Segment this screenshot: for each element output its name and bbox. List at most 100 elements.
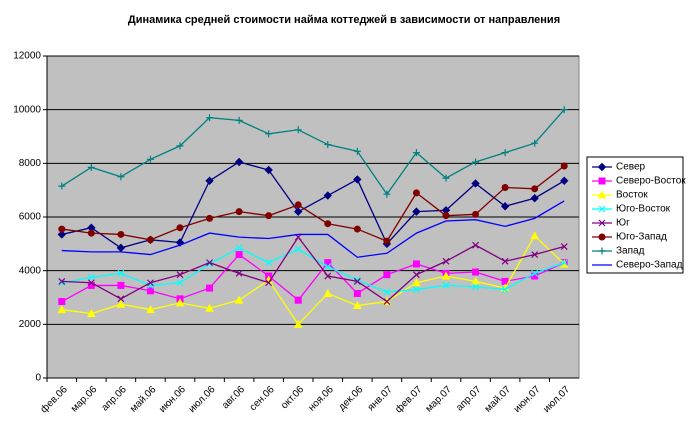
data-point	[57, 230, 66, 239]
legend-marker	[597, 162, 607, 172]
data-point	[324, 272, 332, 280]
data-point	[176, 271, 184, 279]
legend-label: Северо-Восток	[616, 176, 686, 187]
legend	[586, 156, 684, 274]
series-line	[61, 247, 565, 293]
data-point	[413, 286, 420, 293]
legend-marker	[598, 219, 606, 227]
legend-marker	[598, 233, 606, 241]
data-point	[501, 149, 509, 157]
data-point	[235, 244, 243, 252]
x-tick-label: апр.07	[454, 384, 484, 414]
data-point	[294, 296, 302, 304]
legend-marker	[597, 190, 607, 199]
data-point	[324, 263, 332, 271]
data-point	[531, 251, 539, 258]
data-point	[501, 183, 509, 191]
data-point	[58, 182, 66, 190]
legend-label: Юго-Восток	[616, 204, 671, 215]
data-point	[294, 201, 302, 209]
data-point	[383, 298, 391, 305]
x-tick-label: июн.07	[512, 384, 543, 415]
x-tick-label: мар.07	[424, 384, 455, 415]
data-point	[57, 305, 67, 314]
data-point	[353, 175, 362, 184]
data-point	[234, 157, 244, 167]
legend-label: Юго-Запад	[616, 232, 667, 243]
data-point	[560, 162, 568, 170]
data-point	[86, 309, 96, 318]
data-point	[146, 305, 155, 314]
data-point	[117, 295, 125, 303]
data-point	[413, 271, 420, 279]
data-point	[383, 271, 391, 279]
data-point	[412, 189, 420, 197]
data-point	[531, 269, 539, 277]
data-point	[117, 281, 125, 289]
data-point	[501, 286, 509, 293]
x-tick-label: авг.06	[220, 384, 247, 411]
legend-label: Восток	[616, 190, 648, 201]
series-line	[61, 235, 565, 303]
data-point	[235, 251, 243, 259]
legend-marker	[598, 177, 606, 185]
data-point	[146, 236, 154, 244]
data-point	[471, 276, 480, 285]
data-point	[560, 243, 568, 250]
data-point	[412, 149, 420, 157]
x-tick-label: июн.06	[157, 384, 188, 415]
data-point	[176, 142, 184, 150]
data-point	[205, 303, 214, 312]
series-line	[61, 200, 565, 258]
data-point	[205, 176, 214, 185]
data-point	[500, 202, 510, 211]
data-point	[441, 271, 451, 280]
series-line	[61, 165, 565, 242]
data-point	[383, 190, 391, 198]
legend-marker	[598, 205, 606, 213]
x-tick-label: фев.07	[393, 383, 425, 415]
data-point	[235, 269, 243, 277]
data-point	[206, 284, 214, 292]
legend-label: Север	[616, 162, 646, 173]
data-point	[442, 257, 450, 265]
data-point	[206, 260, 213, 268]
data-point	[58, 277, 66, 285]
data-point	[58, 279, 66, 287]
data-point	[323, 191, 332, 200]
x-tick-label: сен.06	[248, 384, 277, 413]
data-point	[146, 287, 154, 295]
data-point	[264, 165, 273, 175]
data-point	[353, 147, 361, 155]
data-point	[353, 225, 361, 233]
data-point	[442, 282, 450, 289]
x-tick-label: апр.06	[100, 384, 130, 414]
x-tick-label: май.07	[483, 384, 514, 415]
y-tick-label: 8000	[19, 158, 42, 169]
data-point	[265, 279, 273, 287]
data-point	[324, 220, 332, 228]
data-point	[353, 277, 361, 285]
data-point	[87, 273, 95, 281]
x-tick-label: дек.06	[337, 384, 366, 413]
data-point	[383, 237, 391, 245]
data-point	[265, 212, 273, 220]
data-point	[531, 185, 539, 193]
data-point	[146, 155, 154, 163]
data-point	[472, 241, 479, 249]
legend-label: Юг	[616, 218, 630, 229]
data-point	[472, 283, 479, 291]
data-point	[206, 259, 213, 267]
data-point	[147, 279, 154, 287]
data-point	[117, 173, 125, 181]
data-point	[175, 298, 185, 307]
data-point	[412, 278, 421, 287]
data-point	[206, 114, 214, 122]
y-tick-label: 0	[35, 373, 41, 384]
y-tick-label: 4000	[19, 265, 42, 276]
data-point	[442, 212, 450, 220]
data-point	[117, 269, 125, 277]
data-point	[530, 194, 539, 203]
x-tick-label: фев.06	[38, 383, 70, 415]
